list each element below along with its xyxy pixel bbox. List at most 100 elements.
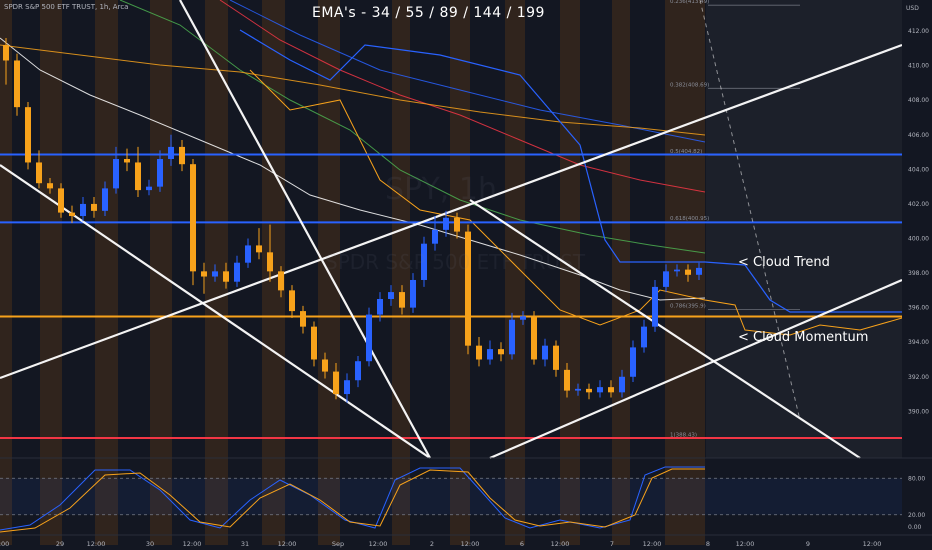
trendline-2 xyxy=(0,43,903,380)
osc-band xyxy=(0,478,902,515)
candle-body-12 xyxy=(135,162,141,191)
candle-body-50 xyxy=(553,345,559,370)
candle-body-4 xyxy=(47,183,53,189)
time-tick-18: 12:00 xyxy=(863,540,882,548)
candle-body-38 xyxy=(421,243,427,280)
price-tick-11: 412.00 xyxy=(908,28,929,35)
candle-body-25 xyxy=(278,271,284,291)
candle-body-20 xyxy=(223,271,229,282)
candle-body-52 xyxy=(575,388,581,391)
session-band-10 xyxy=(560,0,580,545)
candle-body-32 xyxy=(355,361,361,381)
candle-body-47 xyxy=(520,316,526,320)
cloud-momentum-label: < Cloud Momentum xyxy=(738,330,869,345)
candle-body-36 xyxy=(399,292,405,308)
watermark-name: SPDR S&P 500 ETF TRUST xyxy=(325,250,586,274)
time-tick-7: Sep xyxy=(332,540,344,548)
candle-body-30 xyxy=(333,371,339,395)
candle-body-18 xyxy=(201,271,207,277)
fib-label-2: 0.5(404.82) xyxy=(670,149,702,155)
ema-34-line xyxy=(0,37,706,301)
time-tick-10: 12:00 xyxy=(461,540,480,548)
osc-tick-2: 80.00 xyxy=(908,475,925,482)
candle-body-0 xyxy=(3,44,9,61)
osc-tick-0: 0.00 xyxy=(908,524,922,531)
candle-body-22 xyxy=(245,245,251,263)
candle-body-62 xyxy=(685,269,691,275)
candle-body-5 xyxy=(58,188,64,213)
time-tick-2: 12:00 xyxy=(87,540,106,548)
session-band-7 xyxy=(392,0,410,545)
price-tick-10: 410.00 xyxy=(908,63,929,70)
candle-body-31 xyxy=(344,380,350,395)
time-tick-4: 12:00 xyxy=(183,540,202,548)
candle-body-8 xyxy=(91,203,97,211)
price-tick-3: 396.00 xyxy=(908,305,929,312)
ema-89-line xyxy=(219,0,706,193)
time-tick-16: 12:00 xyxy=(736,540,755,548)
candle-body-49 xyxy=(542,345,548,360)
session-band-3 xyxy=(150,0,172,545)
time-tick-5: 31 xyxy=(241,540,249,548)
ema-144-line xyxy=(229,0,706,143)
candle-body-7 xyxy=(80,203,86,217)
time-tick-13: 7 xyxy=(610,540,614,548)
trendline-3 xyxy=(469,199,861,459)
price-tick-1: 392.00 xyxy=(908,374,929,381)
candle-body-24 xyxy=(267,252,273,272)
osc-tick-1: 20.00 xyxy=(908,512,925,519)
session-band-11 xyxy=(612,0,630,545)
candle-body-19 xyxy=(212,271,218,277)
candle-body-14 xyxy=(157,159,163,187)
candle-body-60 xyxy=(663,271,669,287)
time-tick-3: 30 xyxy=(146,540,154,548)
candle-body-44 xyxy=(487,349,493,360)
candle-body-51 xyxy=(564,369,570,391)
projection-area xyxy=(706,0,902,458)
session-band-0 xyxy=(0,0,12,545)
candle-body-11 xyxy=(124,159,130,163)
candle-body-21 xyxy=(234,262,240,282)
time-tick-11: 6 xyxy=(520,540,524,548)
instrument-header: SPDR S&P 500 ETF TRUST, 1h, Arca xyxy=(4,3,129,11)
candle-body-33 xyxy=(366,314,372,362)
candle-body-29 xyxy=(322,359,328,372)
cloud-trend-line xyxy=(239,29,902,313)
candle-body-40 xyxy=(443,217,449,230)
candle-body-1 xyxy=(14,60,20,108)
time-tick-9: 2 xyxy=(430,540,434,548)
candle-body-43 xyxy=(476,345,482,360)
cloud-momentum-line xyxy=(249,69,903,336)
chart-title: EMA's - 34 / 55 / 89 / 144 / 199 xyxy=(312,5,545,21)
candle-body-61 xyxy=(674,269,680,272)
time-tick-8: 12:00 xyxy=(369,540,388,548)
price-tick-2: 394.00 xyxy=(908,339,929,346)
candle-body-2 xyxy=(25,107,31,163)
price-axis-bg xyxy=(902,0,932,545)
price-tick-9: 408.00 xyxy=(908,97,929,104)
candle-body-63 xyxy=(696,267,702,275)
time-tick-1: 29 xyxy=(56,540,64,548)
candle-body-59 xyxy=(652,286,658,327)
ema-199-line xyxy=(0,44,706,136)
candle-body-53 xyxy=(586,388,592,393)
session-band-5 xyxy=(262,0,285,545)
fib-label-5: 1(388.43) xyxy=(670,432,697,438)
candle-body-57 xyxy=(630,347,636,377)
fib-label-4: 0.786(395.9) xyxy=(670,303,706,309)
trendline-0 xyxy=(179,0,431,459)
ema-55-line xyxy=(119,0,706,254)
candle-body-28 xyxy=(311,326,317,360)
candle-body-15 xyxy=(168,146,174,160)
candle-body-34 xyxy=(377,298,383,315)
candle-body-39 xyxy=(432,229,438,244)
fib-label-0: 0.236(413.49) xyxy=(670,0,709,5)
price-tick-7: 404.00 xyxy=(908,166,929,173)
candle-body-46 xyxy=(509,319,515,355)
fib-label-1: 0.382(408.69) xyxy=(670,82,709,88)
candle-body-23 xyxy=(256,245,262,253)
candle-body-9 xyxy=(102,188,108,211)
candle-body-55 xyxy=(608,387,614,393)
candle-body-16 xyxy=(179,146,185,165)
